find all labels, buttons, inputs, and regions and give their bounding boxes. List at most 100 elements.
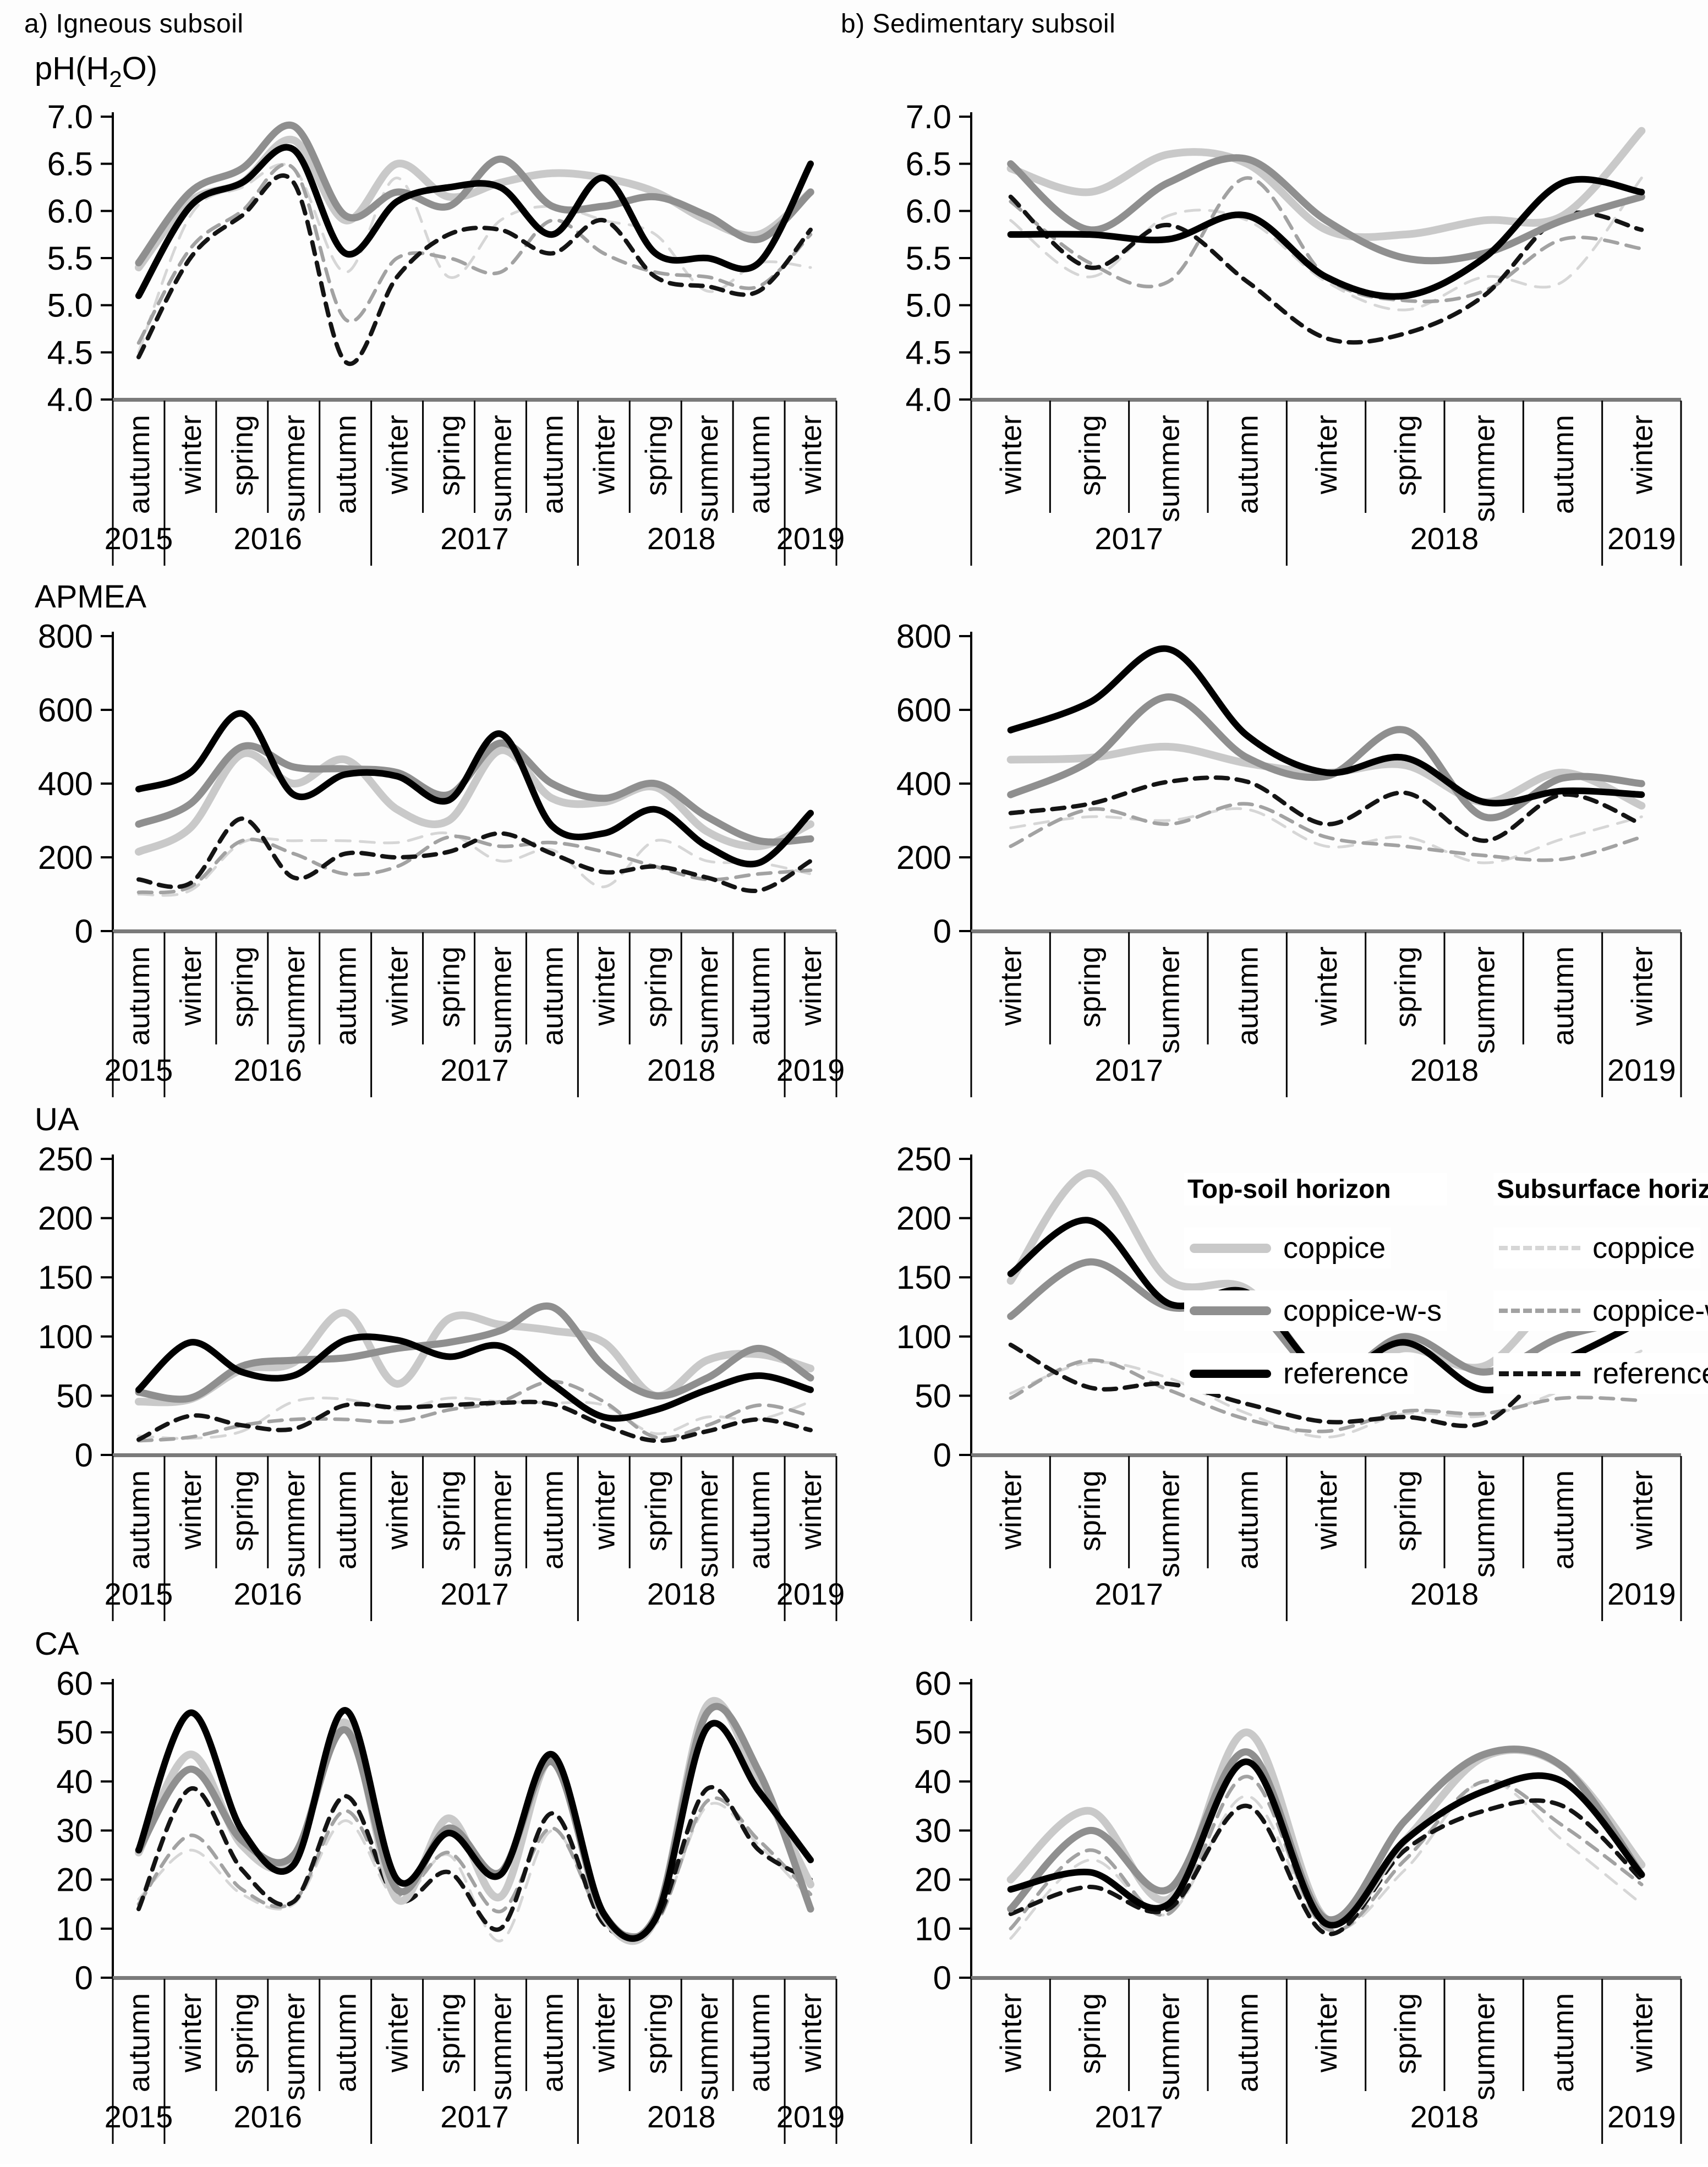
season-label: autumn bbox=[1547, 946, 1580, 1046]
season-label: spring bbox=[1074, 946, 1107, 1027]
y-tick-label: 10 bbox=[56, 1911, 93, 1947]
season-label: summer bbox=[691, 415, 724, 522]
season-label: winter bbox=[174, 415, 207, 495]
legend-subsurface-column: Subsurface horizon coppice coppice-w-s r… bbox=[1493, 1173, 1708, 1394]
season-label: autumn bbox=[123, 415, 156, 514]
legend-item-topsoil-reference: reference bbox=[1184, 1353, 1415, 1394]
season-label: summer bbox=[278, 1470, 311, 1578]
y-tick-label: 20 bbox=[56, 1862, 93, 1898]
series-line-coppice-subsurface bbox=[137, 163, 812, 354]
y-tick-label: 6.5 bbox=[47, 146, 93, 183]
season-label: summer bbox=[1152, 1993, 1185, 2100]
season-label: summer bbox=[278, 415, 311, 522]
season-label: winter bbox=[995, 1470, 1028, 1550]
x-axis-baseline bbox=[971, 929, 1681, 933]
year-label: 2018 bbox=[647, 2099, 716, 2134]
y-tick-label: 7.0 bbox=[906, 98, 951, 135]
year-label: 2017 bbox=[1094, 1577, 1163, 1611]
series-line-coppice-top-soil bbox=[1006, 127, 1646, 241]
season-label: spring bbox=[433, 1993, 466, 2074]
season-label: summer bbox=[278, 1993, 311, 2100]
series-line-coppice-top-soil bbox=[134, 135, 815, 272]
series-line-coppice-subsurface bbox=[1009, 1780, 1643, 1940]
series-line-reference-top-soil bbox=[1007, 1758, 1645, 1929]
series-line-coppice-subsurface bbox=[1009, 176, 1643, 311]
year-label: 2015 bbox=[105, 1053, 173, 1087]
coppice-subsurface-dashed-line-swatch bbox=[1499, 1246, 1581, 1250]
season-label: summer bbox=[484, 1470, 517, 1578]
season-label: autumn bbox=[330, 415, 363, 514]
y-tick-label: 100 bbox=[896, 1318, 951, 1355]
season-label: autumn bbox=[536, 946, 569, 1046]
season-label: autumn bbox=[330, 946, 363, 1046]
x-axis-baseline bbox=[971, 1976, 1681, 1980]
season-label: winter bbox=[381, 1993, 414, 2073]
season-label: autumn bbox=[1231, 946, 1264, 1046]
season-label: winter bbox=[1625, 1993, 1658, 2073]
y-tick-label: 10 bbox=[915, 1911, 951, 1947]
y-tick-label: 40 bbox=[56, 1763, 93, 1800]
year-label: 2016 bbox=[233, 2099, 302, 2134]
series-line-reference-subsurface bbox=[136, 1399, 813, 1443]
season-label: autumn bbox=[1547, 1993, 1580, 2092]
season-label: winter bbox=[1625, 415, 1658, 495]
season-label: winter bbox=[1310, 1993, 1343, 2073]
season-label: winter bbox=[381, 1470, 414, 1550]
series-line-coppice-w-s-subsurface bbox=[136, 1796, 813, 1937]
season-label: winter bbox=[588, 946, 621, 1026]
legend-subsurface-title: Subsurface horizon bbox=[1493, 1173, 1708, 1206]
season-label: spring bbox=[433, 1470, 466, 1551]
y-tick-label: 0 bbox=[933, 1960, 951, 1996]
panel-a-title: a) Igneous subsoil bbox=[24, 9, 244, 39]
chart-ua-igneous: 0 50 100 150 200 250 UA autumn winter spring summe… bbox=[35, 1102, 845, 1621]
season-label: autumn bbox=[743, 415, 776, 514]
y-tick-label: 0 bbox=[75, 1960, 93, 1996]
legend-label-subsurface-coppice-w-s: coppice-w-s bbox=[1592, 1294, 1708, 1327]
year-label: 2018 bbox=[1410, 521, 1479, 556]
year-label: 2017 bbox=[440, 2099, 509, 2134]
series-line-reference-top-soil bbox=[1007, 645, 1645, 807]
y-tick-label: 7.0 bbox=[47, 98, 93, 135]
season-label: summer bbox=[691, 1993, 724, 2100]
y-tick-label: 4.5 bbox=[47, 334, 93, 371]
season-label: summer bbox=[1468, 1470, 1501, 1578]
season-label: winter bbox=[1310, 1470, 1343, 1550]
series-line-reference-top-soil bbox=[135, 144, 814, 299]
season-label: summer bbox=[691, 946, 724, 1054]
y-tick-label: 200 bbox=[38, 1200, 93, 1237]
season-label: spring bbox=[1074, 415, 1107, 496]
year-label: 2016 bbox=[233, 521, 302, 556]
y-tick-label: 60 bbox=[915, 1665, 951, 1702]
series-line-coppice-w-s-subsurface bbox=[136, 162, 813, 345]
panel-b-title: b) Sedimentary subsoil bbox=[841, 9, 1116, 39]
x-axis-baseline bbox=[113, 398, 836, 402]
series-line-reference-top-soil bbox=[135, 1333, 814, 1422]
y-tick-label: 0 bbox=[933, 1437, 951, 1474]
year-label: 2015 bbox=[105, 1577, 173, 1611]
year-label: 2017 bbox=[1094, 1053, 1163, 1087]
y-tick-label: 4.0 bbox=[906, 381, 951, 418]
season-label: spring bbox=[639, 1470, 672, 1551]
series-line-reference-subsurface bbox=[1008, 775, 1644, 843]
season-label: winter bbox=[1625, 1470, 1658, 1550]
season-label: winter bbox=[995, 1993, 1028, 2073]
season-label: autumn bbox=[536, 1993, 569, 2092]
season-label: winter bbox=[795, 1470, 828, 1550]
year-label: 2016 bbox=[233, 1053, 302, 1087]
y-tick-label: 50 bbox=[915, 1714, 951, 1751]
season-label: autumn bbox=[1231, 1993, 1264, 2092]
series-line-reference-top-soil bbox=[1007, 176, 1645, 300]
legend: Top-soil horizon coppice coppice-w-s ref… bbox=[1184, 1173, 1708, 1394]
chart-apmea-sedimentary: 0 200 400 600 800 winter spring summer autumn win… bbox=[896, 618, 1682, 1097]
season-label: summer bbox=[1468, 946, 1501, 1054]
season-label: summer bbox=[484, 1993, 517, 2100]
year-label: 2017 bbox=[1094, 2099, 1163, 2134]
year-label: 2019 bbox=[1607, 1577, 1676, 1611]
legend-label-subsurface-coppice: coppice bbox=[1592, 1232, 1695, 1265]
y-tick-label: 200 bbox=[896, 839, 951, 876]
season-label: spring bbox=[226, 415, 259, 496]
y-axis-title: pH(H2O) bbox=[35, 51, 157, 92]
y-tick-label: 30 bbox=[915, 1813, 951, 1849]
